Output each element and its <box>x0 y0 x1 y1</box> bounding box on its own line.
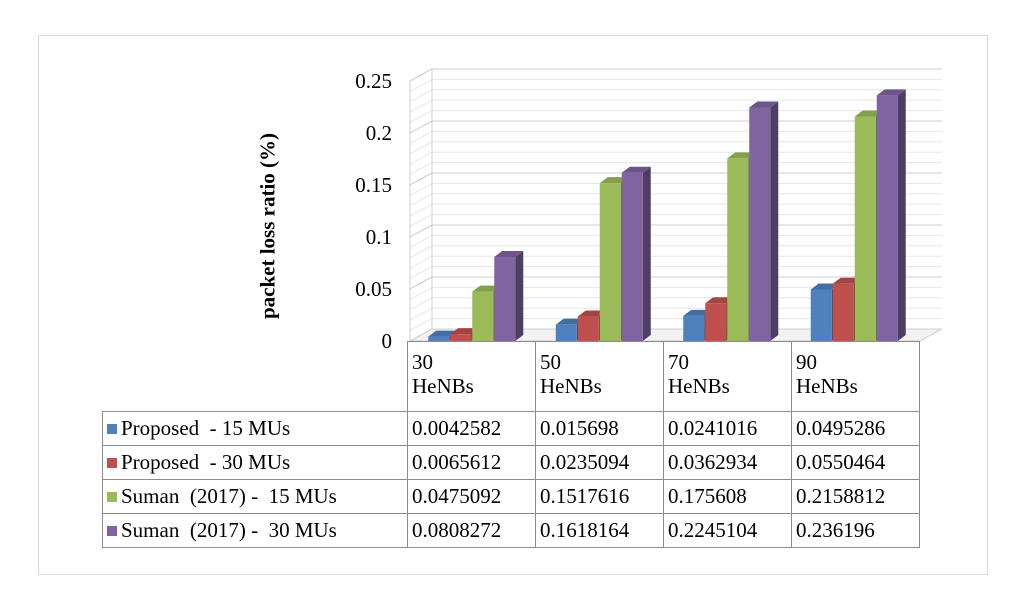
x-category-label-line: 90 <box>796 350 817 374</box>
side-wall-gridline <box>409 307 433 321</box>
side-wall-gridline <box>409 110 433 124</box>
series-name: Suman (2017) - 15 MUs <box>121 484 337 508</box>
legend-color-key <box>107 458 117 468</box>
legend-entry: Suman (2017) - 15 MUs <box>102 479 408 514</box>
data-value-cell: 0.0065612 <box>407 445 536 480</box>
data-value-cell: 0.0808272 <box>407 513 536 548</box>
x-category-label-line: 70 <box>668 350 689 374</box>
side-wall-gridline <box>409 245 433 259</box>
legend-color-key <box>107 526 117 536</box>
data-value-cell: 0.0550464 <box>791 445 920 480</box>
side-wall-gridline <box>409 141 433 155</box>
bar <box>621 166 651 341</box>
table-row: Proposed - 15 MUs 0.0042582 0.015698 0.0241… <box>102 411 920 446</box>
series-name: Suman (2017) - 30 MUs <box>121 518 337 542</box>
x-category-label-line: HeNBs <box>668 374 730 398</box>
legend-color-key <box>107 492 117 502</box>
side-wall-gridline <box>409 68 433 82</box>
side-wall-gridline <box>409 224 433 238</box>
side-wall-gridline <box>409 78 433 92</box>
data-value-cell: 0.175608 <box>663 479 792 514</box>
data-value-cell: 0.0241016 <box>663 411 792 446</box>
side-wall-gridline <box>409 203 433 217</box>
series-name: Proposed - 15 MUs <box>121 416 291 440</box>
y-tick-label: 0.05 <box>355 277 392 301</box>
chart-frame <box>38 35 988 575</box>
side-wall-gridline <box>409 193 433 207</box>
legend-entry: Proposed - 30 MUs <box>102 445 408 480</box>
data-table: 30 HeNBs 50 HeNBs 70 HeNBs 90 HeNBs Proposed - 1… <box>102 341 920 548</box>
data-value-cell: 0.2245104 <box>663 513 792 548</box>
x-category-label-line: HeNBs <box>796 374 858 398</box>
x-category-label-line: HeNBs <box>540 374 602 398</box>
side-wall-gridline <box>409 234 433 248</box>
data-value-cell: 0.0362934 <box>663 445 792 480</box>
bar <box>876 89 906 341</box>
data-value-cell: 0.2158812 <box>791 479 920 514</box>
side-wall-gridline <box>409 182 433 196</box>
x-category-label-line: HeNBs <box>412 374 474 398</box>
legend-entry: Proposed - 15 MUs <box>102 411 408 446</box>
legend-color-key <box>107 424 117 434</box>
data-value-cell: 0.1618164 <box>535 513 664 548</box>
y-tick-label: 0.1 <box>366 225 392 249</box>
y-tick-label: 0.2 <box>366 121 392 145</box>
side-wall-gridline <box>409 151 433 165</box>
side-wall-gridline <box>409 297 433 311</box>
y-tick-label: 0 <box>382 329 393 353</box>
bar <box>749 101 779 341</box>
x-category-label: 70 HeNBs <box>663 341 792 412</box>
data-value-cell: 0.0235094 <box>535 445 664 480</box>
side-wall-gridline <box>409 214 433 228</box>
side-wall-gridline <box>409 266 433 280</box>
bar <box>494 250 524 341</box>
table-row: Proposed - 30 MUs 0.0065612 0.0235094 0.036… <box>102 445 920 480</box>
x-category-label-line: 30 <box>412 350 433 374</box>
y-tick-label: 0.25 <box>355 69 392 93</box>
side-wall-gridline <box>409 255 433 269</box>
side-wall-gridline <box>409 120 433 134</box>
side-wall-gridline <box>409 276 433 290</box>
x-category-label: 50 HeNBs <box>535 341 664 412</box>
table-header-row: 30 HeNBs 50 HeNBs 70 HeNBs 90 HeNBs <box>103 341 920 412</box>
data-value-cell: 0.0495286 <box>791 411 920 446</box>
table-row: Suman (2017) - 30 MUs 0.0808272 0.1618164 0… <box>102 513 920 548</box>
side-wall-gridline <box>409 99 433 113</box>
x-category-label: 30 HeNBs <box>407 341 536 412</box>
y-axis-label: packet loss ratio (%) <box>255 132 280 320</box>
side-wall-gridline <box>409 89 433 103</box>
legend-entry: Suman (2017) - 30 MUs <box>102 513 408 548</box>
y-tick-label: 0.15 <box>355 173 392 197</box>
side-wall-gridline <box>409 318 433 332</box>
table-row: Suman (2017) - 15 MUs 0.0475092 0.1517616 0… <box>102 479 920 514</box>
data-value-cell: 0.1517616 <box>535 479 664 514</box>
x-category-label: 90 HeNBs <box>791 341 920 412</box>
data-value-cell: 0.015698 <box>535 411 664 446</box>
side-wall-gridline <box>409 162 433 176</box>
data-value-cell: 0.0475092 <box>407 479 536 514</box>
series-name: Proposed - 30 MUs <box>121 450 291 474</box>
data-value-cell: 0.0042582 <box>407 411 536 446</box>
side-wall-gridline <box>409 172 433 186</box>
side-wall-gridline <box>409 286 433 300</box>
data-value-cell: 0.236196 <box>791 513 920 548</box>
x-category-label-line: 50 <box>540 350 561 374</box>
side-wall-gridline <box>409 130 433 144</box>
table-corner <box>103 342 408 412</box>
